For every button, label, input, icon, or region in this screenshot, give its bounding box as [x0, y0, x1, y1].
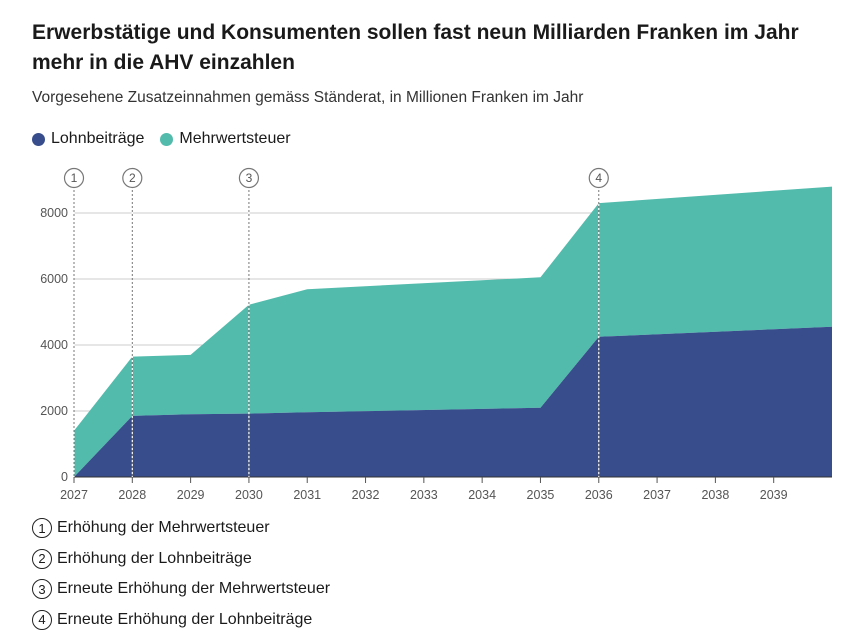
x-tick-label: 2033 [410, 488, 438, 502]
note-text: Erneute Erhöhung der Mehrwertsteuer [57, 580, 331, 598]
note-item: 4 Erneute Erhöhung der Lohnbeiträge [32, 605, 330, 636]
note-number-circle: 1 [32, 518, 52, 539]
x-tick-label: 2030 [235, 488, 263, 502]
note-item: 1 Erhöhung der Mehrwertsteuer [32, 513, 330, 544]
marker-label: 3 [246, 171, 253, 185]
notes-list: 1 Erhöhung der Mehrwertsteuer 2 Erhöhung… [32, 513, 330, 635]
x-tick-label: 2035 [527, 488, 555, 502]
chart-title: Erwerbstätige und Konsumenten sollen fas… [32, 21, 799, 74]
y-tick-label: 8000 [40, 206, 68, 220]
marker-circle [122, 167, 143, 189]
legend: Lohnbeiträge Mehrwertsteuer [32, 130, 291, 148]
note-number-circle: 2 [32, 548, 52, 569]
x-tick-label: 2036 [585, 488, 613, 502]
x-tick-label: 2039 [760, 488, 788, 502]
note-text: Erhöhung der Lohnbeiträge [57, 549, 252, 567]
legend-item-mwst: Mehrwertsteuer [160, 130, 291, 148]
y-tick-label: 4000 [40, 338, 68, 352]
y-tick-label: 0 [61, 470, 68, 484]
stacked-area-chart: 0 2000 4000 6000 8000 2027 2028 2029 2030 2031 203… [40, 167, 832, 502]
x-tick-label: 2034 [468, 488, 496, 502]
legend-label-mwst: Mehrwertsteuer [179, 130, 291, 147]
legend-swatch-lohn [32, 132, 45, 146]
area-lohnbeitraege [74, 326, 832, 477]
note-number-circle: 4 [32, 609, 52, 630]
legend-item-lohn: Lohnbeiträge [32, 130, 144, 148]
x-tick-label: 2028 [118, 488, 146, 502]
marker-circle [63, 167, 85, 189]
note-text: Erhöhung der Mehrwertsteuer [57, 519, 270, 537]
legend-swatch-mwst [160, 132, 174, 146]
marker-circle [588, 167, 609, 189]
x-tick-label: 2029 [177, 488, 205, 502]
x-tick-label: 2038 [701, 488, 729, 502]
y-tick-label: 2000 [40, 404, 68, 418]
x-tick-label: 2037 [643, 488, 671, 502]
marker-label: 2 [129, 171, 136, 185]
area-mehrwertsteuer [74, 186, 832, 477]
note-text: Erneute Erhöhung der Lohnbeiträge [57, 610, 313, 628]
x-tick-label: 2031 [293, 488, 321, 502]
note-number-circle: 3 [32, 579, 52, 600]
legend-label-lohn: Lohnbeiträge [51, 130, 145, 147]
chart-subtitle: Vorgesehene Zusatzeinnahmen gemäss Ständ… [32, 89, 584, 106]
marker-label: 1 [71, 171, 78, 185]
x-tick-label: 2032 [352, 488, 380, 502]
note-item: 2 Erhöhung der Lohnbeiträge [32, 544, 330, 575]
x-tick-label: 2027 [60, 488, 88, 502]
marker-circle [238, 167, 260, 189]
note-item: 3 Erneute Erhöhung der Mehrwertsteuer [32, 574, 330, 605]
marker-label: 4 [595, 171, 602, 185]
y-tick-label: 6000 [40, 272, 68, 286]
